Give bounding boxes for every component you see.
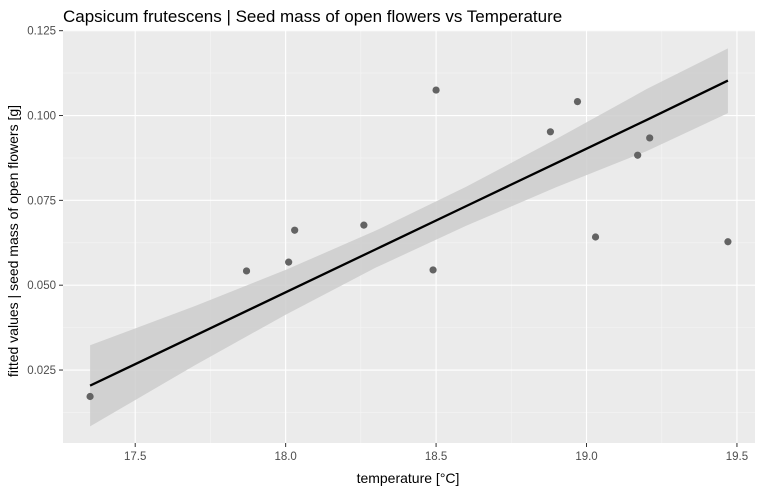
- y-tick-label: 0.025: [27, 365, 56, 377]
- data-point: [242, 267, 251, 275]
- y-tick-label: 0.100: [27, 111, 56, 123]
- y-axis-ticks: 0.025 0.050 0.075 0.100 0.125: [27, 26, 63, 377]
- data-point: [546, 128, 555, 136]
- data-point: [285, 258, 293, 266]
- x-tick-label: 19.0: [575, 451, 597, 463]
- data-point: [432, 86, 440, 94]
- data-point: [429, 266, 437, 274]
- x-tick-label: 19.5: [726, 451, 748, 463]
- x-tick-label: 18.5: [425, 451, 447, 463]
- data-point: [86, 392, 94, 401]
- x-axis-ticks: 17.5 18.0 18.5 19.0 19.5: [124, 443, 748, 463]
- x-tick-label: 17.5: [124, 451, 146, 463]
- data-point: [573, 98, 582, 106]
- data-point: [591, 233, 600, 241]
- y-tick-label: 0.050: [27, 280, 56, 292]
- data-point: [646, 134, 654, 142]
- data-point: [634, 151, 642, 159]
- data-point: [724, 238, 732, 246]
- y-tick-label: 0.075: [27, 195, 56, 207]
- data-point: [360, 221, 368, 229]
- chart-title: Capsicum frutescens | Seed mass of open …: [63, 7, 562, 26]
- y-axis-title: fitted values | seed mass of open flower…: [5, 105, 21, 377]
- y-tick-label: 0.125: [27, 26, 56, 38]
- confidence-ribbon: [90, 48, 728, 427]
- data-points: [86, 86, 732, 401]
- data-point: [291, 226, 299, 234]
- regression-line: [89, 79, 729, 387]
- x-tick-label: 18.0: [274, 451, 296, 463]
- x-axis-title: temperature [°C]: [357, 470, 460, 486]
